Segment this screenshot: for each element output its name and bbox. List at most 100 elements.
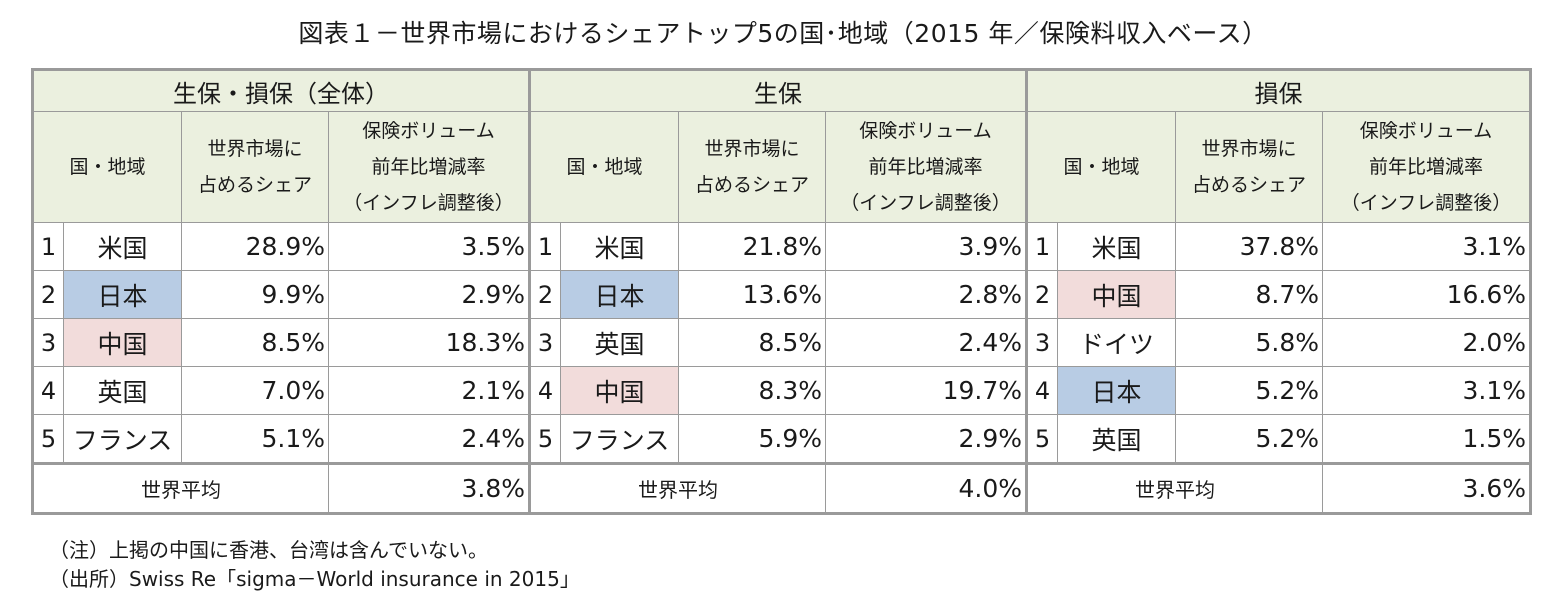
header-growth: 保険ボリューム 前年比増減率 （インフレ調整後）: [328, 111, 530, 223]
table-row: 1 米国 28.9% 3.5% 1 米国 21.8% 3.9% 1 米国 37.8% 3.1%: [32, 222, 1531, 271]
section-title: 生保: [528, 69, 1027, 112]
country-cell: 中国: [1057, 270, 1176, 319]
growth-cell: 2.9%: [328, 270, 530, 319]
share-cell: 8.7%: [1175, 270, 1323, 319]
world-average-label: 世界平均: [32, 463, 329, 514]
header-growth-line: （インフレ調整後）: [1340, 192, 1512, 214]
share-cell: 9.9%: [181, 270, 329, 319]
header-growth-line: 前年比増減率: [371, 156, 486, 178]
header-growth: 保険ボリューム 前年比増減率 （インフレ調整後）: [825, 111, 1027, 223]
growth-cell: 2.1%: [328, 366, 530, 415]
header-share: 世界市場に占めるシェア: [678, 111, 826, 223]
growth-cell: 2.0%: [1322, 318, 1531, 367]
rank-cell: 3: [32, 318, 64, 367]
rank-cell: 2: [32, 270, 64, 319]
country-cell: フランス: [560, 414, 679, 465]
rank-cell: 4: [1025, 366, 1058, 415]
country-cell: 英国: [560, 318, 679, 367]
header-country: 国・地域: [32, 111, 182, 223]
share-cell: 21.8%: [678, 222, 826, 271]
world-average-value: 3.6%: [1322, 463, 1531, 514]
header-growth-line: 前年比増減率: [868, 156, 983, 178]
country-cell: 日本: [1057, 366, 1176, 415]
share-cell: 8.3%: [678, 366, 826, 415]
header-growth-line: 保険ボリューム: [1359, 120, 1493, 142]
rank-cell: 3: [528, 318, 561, 367]
header-growth-line: 保険ボリューム: [362, 120, 495, 142]
rank-cell: 5: [32, 414, 64, 465]
header-growth: 保険ボリューム 前年比増減率 （インフレ調整後）: [1322, 111, 1531, 223]
world-average-row: 世界平均 3.8% 世界平均 4.0% 世界平均 3.6%: [32, 463, 1531, 514]
note-exclusion: （注）上掲の中国に香港、台湾は含んでいない。: [49, 538, 488, 562]
growth-cell: 3.1%: [1322, 366, 1531, 415]
growth-cell: 2.8%: [825, 270, 1027, 319]
header-share-line: 占めるシェア: [1191, 174, 1306, 196]
section-title: 損保: [1025, 69, 1531, 112]
rank-cell: 3: [1025, 318, 1058, 367]
country-cell: フランス: [63, 414, 182, 465]
table-row: 5 フランス 5.1% 2.4% 5 フランス 5.9% 2.9% 5 英国 5.2% 1.5%: [32, 414, 1531, 465]
growth-cell: 1.5%: [1322, 414, 1531, 465]
growth-cell: 3.1%: [1322, 222, 1531, 271]
header-growth-line: （インフレ調整後）: [840, 192, 1011, 214]
rank-cell: 5: [1025, 414, 1058, 465]
rank-cell: 2: [1025, 270, 1058, 319]
country-cell: 米国: [560, 222, 679, 271]
rank-cell: 1: [1025, 222, 1058, 271]
growth-cell: 2.4%: [328, 414, 530, 465]
section-header-row: 生保・損保（全体） 生保 損保: [32, 69, 1531, 112]
growth-cell: 3.9%: [825, 222, 1027, 271]
share-cell: 5.8%: [1175, 318, 1323, 367]
page-title: 図表１－世界市場におけるシェアトップ5の国･地域（2015 年／保険料収入ベース…: [298, 19, 1268, 48]
country-cell: 米国: [1057, 222, 1176, 271]
share-cell: 5.2%: [1175, 366, 1323, 415]
growth-cell: 2.9%: [825, 414, 1027, 465]
world-average-value: 3.8%: [328, 463, 530, 514]
growth-cell: 19.7%: [825, 366, 1027, 415]
header-country: 国・地域: [1025, 111, 1176, 223]
country-cell: 日本: [560, 270, 679, 319]
header-share: 世界市場に占めるシェア: [1175, 111, 1323, 223]
share-cell: 5.1%: [181, 414, 329, 465]
share-cell: 7.0%: [181, 366, 329, 415]
header-growth-line: 保険ボリューム: [859, 120, 992, 142]
country-cell: 英国: [63, 366, 182, 415]
section-title: 生保・損保（全体）: [32, 69, 530, 112]
country-cell: 英国: [1057, 414, 1176, 465]
growth-cell: 2.4%: [825, 318, 1027, 367]
growth-cell: 18.3%: [328, 318, 530, 367]
country-cell: 中国: [560, 366, 679, 415]
share-cell: 5.2%: [1175, 414, 1323, 465]
share-cell: 13.6%: [678, 270, 826, 319]
country-cell: ドイツ: [1057, 318, 1176, 367]
market-share-table: 生保・損保（全体） 生保 損保 国・地域 世界市場に 占めるシェア 保険ボリューム 前年比増減…: [31, 68, 1532, 515]
header-share-line: 占めるシェア: [694, 174, 809, 196]
header-share-line: 世界市場に: [704, 138, 800, 160]
share-cell: 28.9%: [181, 222, 329, 271]
world-average-label: 世界平均: [528, 463, 826, 514]
country-cell: 米国: [63, 222, 182, 271]
rank-cell: 2: [528, 270, 561, 319]
header-growth-line: 前年比増減率: [1368, 156, 1483, 178]
share-cell: 8.5%: [181, 318, 329, 367]
rank-cell: 4: [32, 366, 64, 415]
growth-cell: 3.5%: [328, 222, 530, 271]
header-share: 世界市場に占めるシェア: [181, 111, 329, 223]
header-growth-line: （インフレ調整後）: [343, 192, 514, 214]
share-cell: 5.9%: [678, 414, 826, 465]
header-share-line: 世界市場に: [207, 138, 303, 160]
rank-cell: 5: [528, 414, 561, 465]
table-row: 2 日本 9.9% 2.9% 2 日本 13.6% 2.8% 2 中国 8.7% 16.6%: [32, 270, 1531, 319]
header-country: 国・地域: [528, 111, 679, 223]
table-row: 4 英国 7.0% 2.1% 4 中国 8.3% 19.7% 4 日本 5.2% 3.1%: [32, 366, 1531, 415]
share-cell: 37.8%: [1175, 222, 1323, 271]
rank-cell: 1: [32, 222, 64, 271]
country-cell: 中国: [63, 318, 182, 367]
header-share-line: 占めるシェア: [197, 174, 312, 196]
notes: （注）上掲の中国に香港、台湾は含んでいない。 （出所）Swiss Re「sigm…: [49, 536, 580, 594]
note-source: （出所）Swiss Re「sigma－World insurance in 20…: [49, 567, 580, 591]
world-average-value: 4.0%: [825, 463, 1027, 514]
table-row: 3 中国 8.5% 18.3% 3 英国 8.5% 2.4% 3 ドイツ 5.8% 2.0%: [32, 318, 1531, 367]
header-share-line: 世界市場に: [1201, 138, 1297, 160]
rank-cell: 1: [528, 222, 561, 271]
